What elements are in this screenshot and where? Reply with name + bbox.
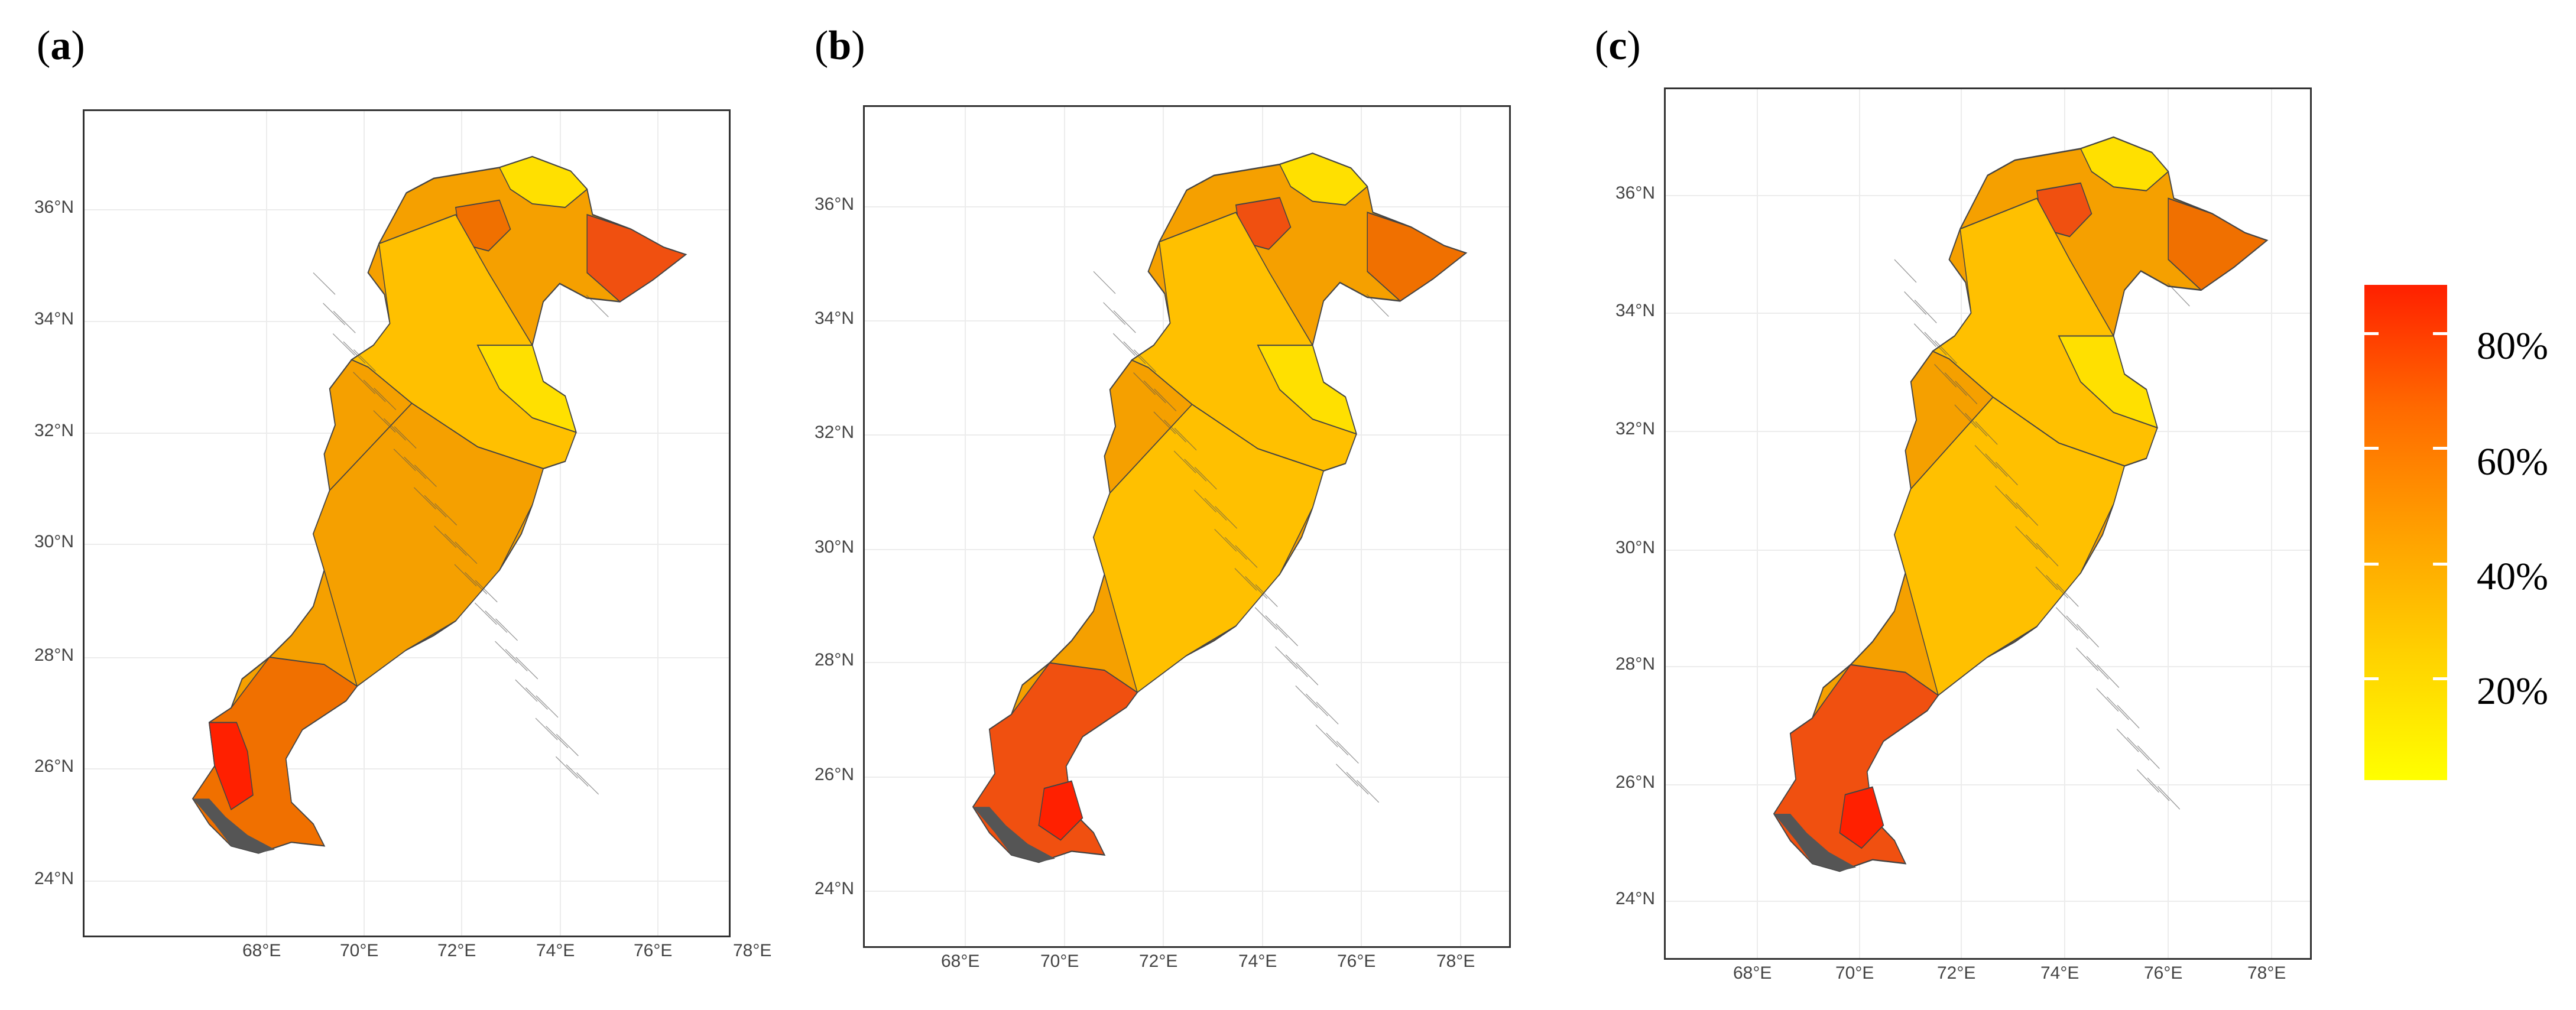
legend-tick-20 [2364, 677, 2379, 680]
panel-label-a: (a) [37, 23, 85, 69]
legend-label-20: 20% [2477, 670, 2548, 713]
lat-tick-a-0: 36°N [34, 197, 74, 217]
lon-tick-a-5: 78°E [733, 941, 772, 960]
lat-tick-c-1: 34°N [1615, 301, 1656, 320]
legend-tick-60 [2364, 447, 2379, 450]
lon-tick-b-5: 78°E [1436, 951, 1475, 971]
lon-tick-c-3: 74°E [2040, 963, 2079, 983]
lon-tick-b-4: 76°E [1337, 951, 1376, 971]
lat-tick-a-4: 28°N [34, 645, 74, 665]
legend-tick-80 [2364, 332, 2379, 335]
lat-tick-c-3: 30°N [1615, 538, 1656, 557]
lon-tick-a-1: 70°E [340, 941, 379, 960]
map-panel-b [863, 105, 1511, 948]
lon-tick-a-2: 72°E [437, 941, 476, 960]
lat-tick-a-1: 34°N [34, 309, 74, 329]
color-legend-bar [2364, 285, 2447, 780]
map-panel-c [1664, 87, 2312, 960]
legend-tick-20-right [2433, 677, 2447, 680]
lat-tick-c-2: 32°N [1615, 419, 1656, 439]
legend-tick-80-right [2433, 332, 2447, 335]
lat-tick-c-4: 28°N [1615, 654, 1656, 674]
lat-tick-b-1: 34°N [815, 308, 855, 328]
legend-label-80: 80% [2477, 324, 2548, 368]
legend-label-60: 60% [2477, 440, 2548, 483]
lat-tick-a-3: 30°N [34, 532, 74, 551]
lon-tick-c-0: 68°E [1733, 963, 1772, 983]
lon-tick-b-1: 70°E [1040, 951, 1079, 971]
lon-tick-a-0: 68°E [242, 941, 281, 960]
lon-tick-a-3: 74°E [536, 941, 575, 960]
lon-tick-c-2: 72°E [1937, 963, 1976, 983]
panel-label-c: (c) [1595, 23, 1641, 69]
lat-tick-b-3: 30°N [815, 537, 855, 557]
map-panel-a [83, 109, 731, 937]
lat-tick-c-5: 26°N [1615, 772, 1656, 792]
lat-tick-b-4: 28°N [815, 650, 855, 670]
lon-tick-c-5: 78°E [2247, 963, 2286, 983]
panel-label-b: (b) [815, 23, 865, 69]
lon-tick-c-4: 76°E [2144, 963, 2183, 983]
lat-tick-c-6: 24°N [1615, 889, 1656, 908]
legend-tick-40 [2364, 563, 2379, 566]
lon-tick-c-1: 70°E [1835, 963, 1874, 983]
lon-tick-a-4: 76°E [634, 941, 673, 960]
lat-tick-a-2: 32°N [34, 421, 74, 440]
legend-tick-60-right [2433, 447, 2447, 450]
lon-tick-b-3: 74°E [1238, 951, 1277, 971]
lat-tick-b-2: 32°N [815, 423, 855, 442]
legend-label-40: 40% [2477, 555, 2548, 598]
lat-tick-a-5: 26°N [34, 756, 74, 776]
lon-tick-b-0: 68°E [941, 951, 980, 971]
lat-tick-b-6: 24°N [815, 879, 855, 898]
lat-tick-b-0: 36°N [815, 194, 855, 214]
lat-tick-a-6: 24°N [34, 869, 74, 888]
legend-tick-40-right [2433, 563, 2447, 566]
lat-tick-b-5: 26°N [815, 765, 855, 784]
lon-tick-b-2: 72°E [1139, 951, 1178, 971]
lat-tick-c-0: 36°N [1615, 183, 1656, 203]
